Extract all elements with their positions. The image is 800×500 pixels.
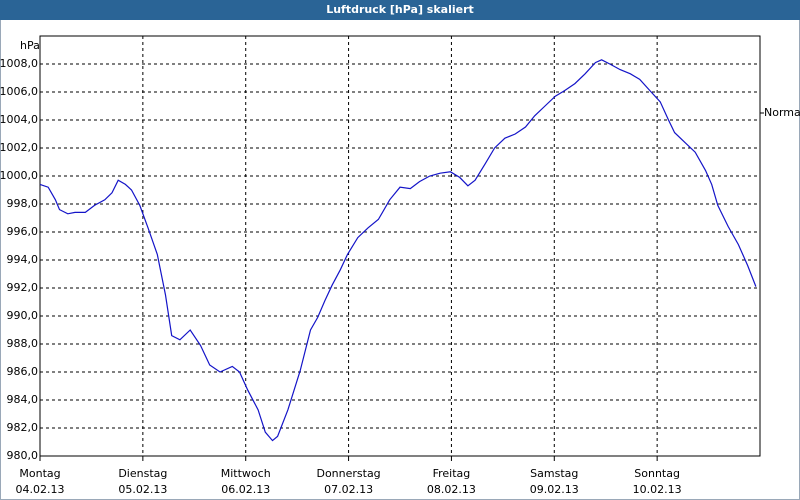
y-tick-label: 980,0 (7, 449, 39, 462)
x-tick-date: 05.02.13 (118, 483, 167, 496)
y-tick-label: 1004,0 (0, 113, 38, 126)
title-bar (0, 0, 800, 20)
x-tick-label: Mittwoch (221, 467, 271, 480)
y-tick-label: 982,0 (7, 421, 39, 434)
x-tick-date: 08.02.13 (427, 483, 476, 496)
y-axis-label: hPa (20, 39, 40, 52)
y-tick-label: 986,0 (7, 365, 39, 378)
pressure-line (39, 59, 757, 442)
x-tick-label: Montag (19, 467, 60, 480)
x-tick-label: Dienstag (118, 467, 167, 480)
x-tick-date: 10.02.13 (633, 483, 682, 496)
x-tick-date: 09.02.13 (530, 483, 579, 496)
y-tick-label: 984,0 (7, 393, 39, 406)
y-tick-label: 1002,0 (0, 141, 38, 154)
x-tick-label: Freitag (433, 467, 471, 480)
chart-title: Luftdruck [hPa] skaliert (326, 3, 474, 16)
x-tick-label: Sonntag (634, 467, 680, 480)
y-tick-label: 992,0 (7, 281, 39, 294)
x-tick-date: 04.02.13 (16, 483, 65, 496)
y-tick-label: 990,0 (7, 309, 39, 322)
y-tick-label: 988,0 (7, 337, 39, 350)
y-tick-label: 1006,0 (0, 85, 38, 98)
x-tick-label: Samstag (530, 467, 578, 480)
x-tick-label: Donnerstag (316, 467, 380, 480)
y-tick-label: 1008,0 (0, 57, 38, 70)
y-tick-label: 1000,0 (0, 169, 38, 182)
reference-label: Normal (764, 106, 800, 119)
y-tick-label: 996,0 (7, 225, 39, 238)
plot-area (39, 35, 761, 457)
y-tick-label: 998,0 (7, 197, 39, 210)
x-tick-date: 07.02.13 (324, 483, 373, 496)
y-tick-label: 994,0 (7, 253, 39, 266)
x-tick-date: 06.02.13 (221, 483, 270, 496)
